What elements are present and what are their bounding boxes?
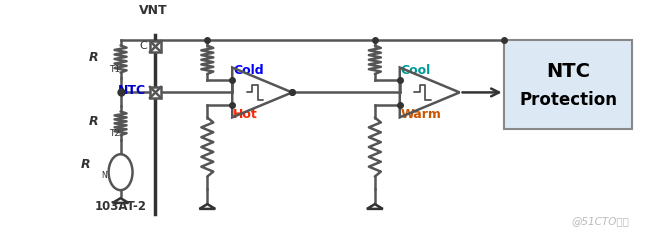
Polygon shape bbox=[112, 198, 129, 203]
Bar bbox=[150, 87, 161, 98]
Text: VNT: VNT bbox=[139, 4, 168, 17]
Text: NTC: NTC bbox=[101, 171, 117, 180]
Text: R: R bbox=[89, 51, 99, 63]
Text: Protection: Protection bbox=[519, 91, 618, 109]
Text: NTC: NTC bbox=[547, 62, 590, 81]
Text: C: C bbox=[140, 41, 147, 51]
Text: @51CTO博客: @51CTO博客 bbox=[571, 216, 629, 226]
Text: T2: T2 bbox=[109, 129, 120, 138]
Ellipse shape bbox=[109, 154, 132, 190]
Text: T1: T1 bbox=[109, 65, 120, 74]
Text: Warm: Warm bbox=[401, 108, 442, 121]
Polygon shape bbox=[367, 204, 383, 209]
Text: 103AT-2: 103AT-2 bbox=[94, 200, 147, 213]
Text: R: R bbox=[81, 158, 90, 171]
Polygon shape bbox=[200, 204, 215, 209]
Bar bbox=[150, 41, 161, 52]
Text: R: R bbox=[89, 115, 99, 128]
Text: Cool: Cool bbox=[401, 64, 431, 77]
Text: Hot: Hot bbox=[233, 108, 258, 121]
Text: Cold: Cold bbox=[233, 64, 264, 77]
FancyBboxPatch shape bbox=[505, 40, 632, 129]
Text: NTC: NTC bbox=[118, 84, 147, 97]
